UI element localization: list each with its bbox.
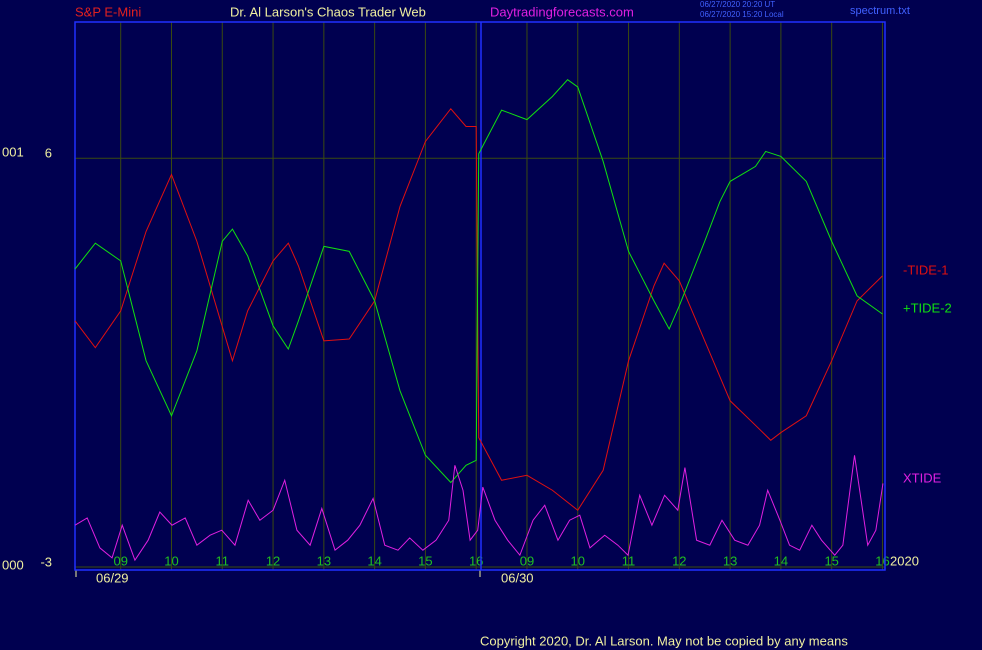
x-tick-label: 14 [367,553,381,568]
date-label: 06/29 [96,570,129,585]
symbol: S&P E-Mini [75,4,141,19]
website: Daytradingforecasts.com [490,4,634,19]
date-label: 06/30 [501,570,534,585]
x-tick-label: 15 [418,553,432,568]
line-series [74,455,884,562]
x-tick-label: 11 [622,553,636,568]
y-tick-label: -3 [40,554,52,569]
year: 2020 [890,553,919,568]
line-series [74,79,883,484]
legend-label: -TIDE-1 [903,262,949,277]
plot-border [74,21,886,571]
y-side-label: 000 [2,557,24,572]
x-tick-label: 16 [469,553,483,568]
timestamp: 06/27/2020 15:20 Local [700,10,784,19]
file-name: spectrum.txt [850,5,910,17]
x-tick-label: 13 [317,553,331,568]
x-tick-label: 12 [266,553,280,568]
legend-label: +TIDE-2 [903,300,952,315]
chart-title: Dr. Al Larson's Chaos Trader Web [230,4,426,19]
x-tick-label: 10 [571,553,585,568]
x-tick-label: 14 [774,553,788,568]
y-tick-label: 6 [45,146,52,161]
copyright: Copyright 2020, Dr. Al Larson. May not b… [480,633,848,648]
x-tick-label: 09 [113,553,127,568]
x-tick-label: 10 [164,553,178,568]
y-side-label: 001 [2,144,24,159]
x-tick-label: 12 [672,553,686,568]
timestamp: 06/27/2020 20:20 UT [700,0,775,9]
x-tick-label: 15 [824,553,838,568]
x-tick-label: 11 [216,553,230,568]
x-tick-label: 16 [875,553,889,568]
x-tick-label: 09 [520,553,534,568]
legend-label: XTIDE [903,470,942,485]
x-tick-label: 13 [723,553,737,568]
plot-area: 09 10 11 12 13 14 15 16 09 10 11 12 13 14 15 16 -3 6 -TIDE… [40,21,952,571]
